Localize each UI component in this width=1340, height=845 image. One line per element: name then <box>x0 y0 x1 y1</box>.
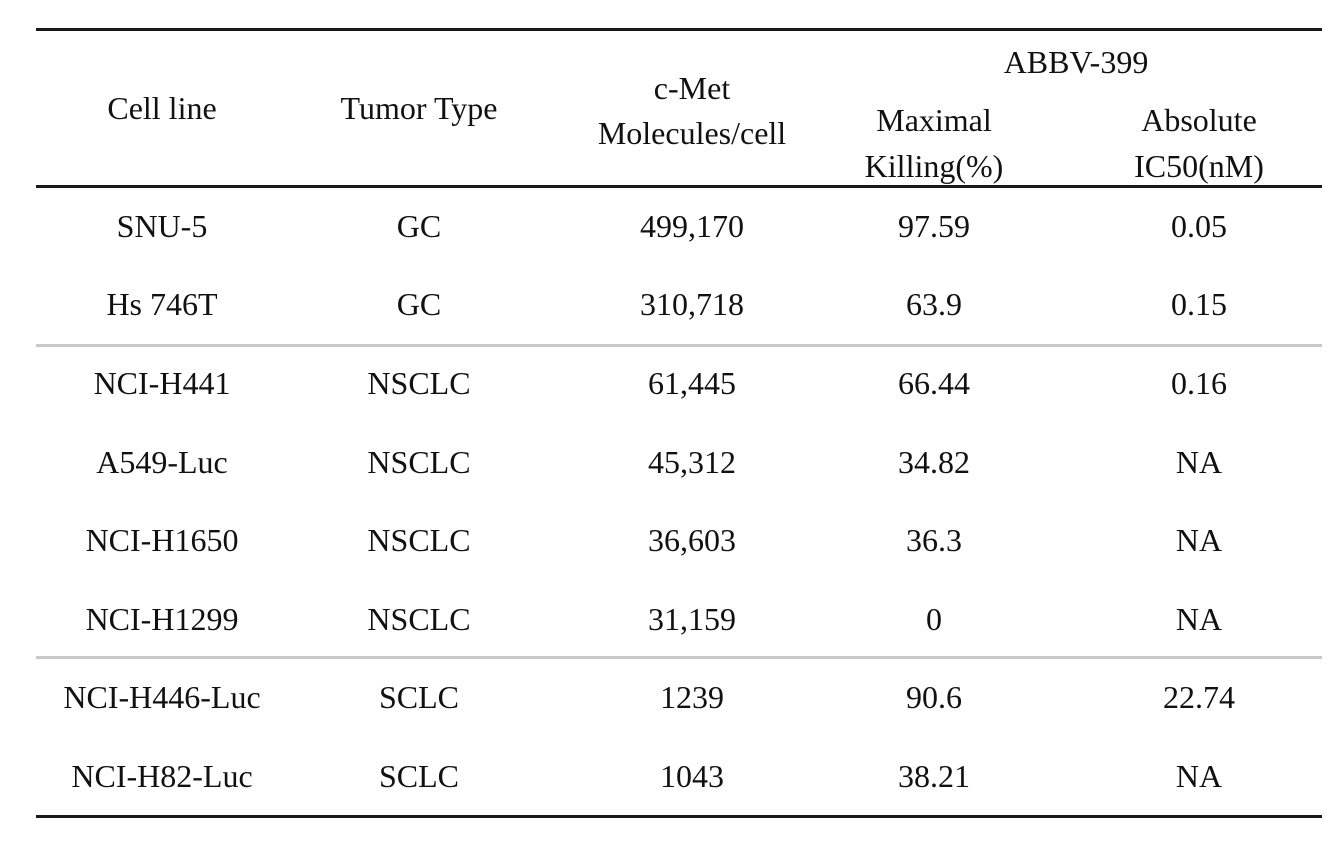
row5-cmet: 36,603 <box>648 522 736 558</box>
row1-cell-line: SNU-5 <box>116 208 208 244</box>
row4-cmet: 45,312 <box>648 444 736 480</box>
row7-ic50: 22.74 <box>1163 679 1235 715</box>
row8-ic50: NA <box>1175 758 1223 794</box>
row1-tumor-type: GC <box>396 208 442 244</box>
row2-cell-line: Hs 746T <box>106 286 218 322</box>
row7-tumor-type: SCLC <box>378 679 460 715</box>
group-divider-gc-nsclc <box>36 344 1322 347</box>
row7-killing: 90.6 <box>906 679 962 715</box>
row6-cell-line: NCI-H1299 <box>85 601 239 637</box>
row3-cell-line: NCI-H441 <box>93 365 231 401</box>
row7-cell-line: NCI-H446-Luc <box>63 679 261 715</box>
row1-ic50: 0.05 <box>1171 208 1227 244</box>
row4-killing: 34.82 <box>898 444 970 480</box>
header-absolute-line1: Absolute <box>1141 102 1257 138</box>
row7-cmet: 1239 <box>660 679 724 715</box>
row2-killing: 63.9 <box>906 286 962 322</box>
row8-cmet: 1043 <box>660 758 724 794</box>
header-bottom-rule <box>36 185 1322 188</box>
row6-ic50: NA <box>1175 601 1223 637</box>
row1-cmet: 499,170 <box>640 208 744 244</box>
header-group-abbv399: ABBV-399 <box>1003 44 1149 80</box>
row6-killing: 0 <box>926 601 942 637</box>
header-maximal-line2: Killing(%) <box>864 148 1004 184</box>
row5-ic50: NA <box>1175 522 1223 558</box>
header-maximal-line1: Maximal <box>876 102 992 138</box>
header-absolute-line2: IC50(nM) <box>1134 148 1264 184</box>
row5-tumor-type: NSCLC <box>367 522 471 558</box>
row3-cmet: 61,445 <box>648 365 736 401</box>
row4-cell-line: A549-Luc <box>96 444 228 480</box>
row4-tumor-type: NSCLC <box>367 444 471 480</box>
table-bottom-rule <box>36 815 1322 818</box>
header-cmet-line2: Molecules/cell <box>597 115 787 151</box>
table-top-rule <box>36 28 1322 31</box>
row5-cell-line: NCI-H1650 <box>85 522 239 558</box>
header-cell-line: Cell line <box>107 90 217 126</box>
row2-cmet: 310,718 <box>640 286 744 322</box>
header-cmet-line1: c-Met <box>653 70 731 106</box>
row3-ic50: 0.16 <box>1171 365 1227 401</box>
row5-killing: 36.3 <box>906 522 962 558</box>
group-divider-nsclc-sclc <box>36 656 1322 659</box>
header-tumor-type: Tumor Type <box>340 90 498 126</box>
row3-tumor-type: NSCLC <box>367 365 471 401</box>
row8-tumor-type: SCLC <box>378 758 460 794</box>
row6-cmet: 31,159 <box>648 601 736 637</box>
row2-ic50: 0.15 <box>1171 286 1227 322</box>
row1-killing: 97.59 <box>898 208 970 244</box>
row6-tumor-type: NSCLC <box>367 601 471 637</box>
row8-killing: 38.21 <box>898 758 970 794</box>
row3-killing: 66.44 <box>898 365 970 401</box>
row2-tumor-type: GC <box>396 286 442 322</box>
row8-cell-line: NCI-H82-Luc <box>71 758 253 794</box>
row4-ic50: NA <box>1175 444 1223 480</box>
